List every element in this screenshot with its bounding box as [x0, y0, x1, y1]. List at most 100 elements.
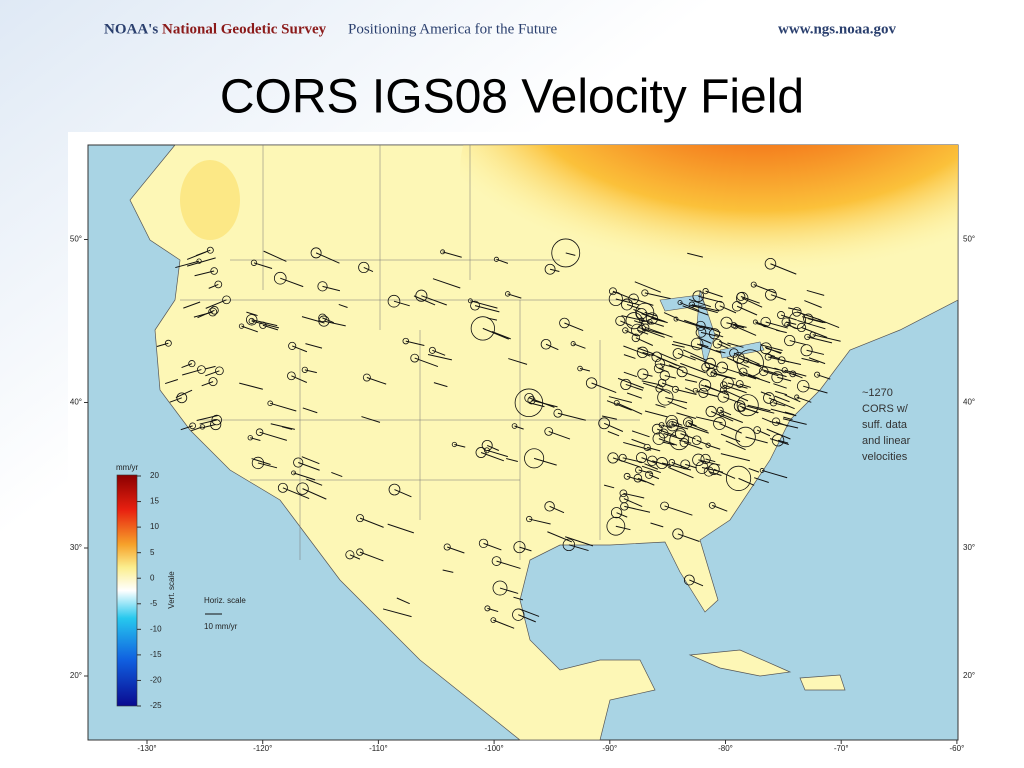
error-ellipse — [196, 258, 202, 264]
arrow — [205, 370, 220, 377]
arrow — [736, 305, 758, 316]
arrow — [529, 518, 551, 525]
arrow — [251, 458, 271, 465]
error-ellipse — [610, 507, 623, 519]
arrow — [720, 453, 750, 462]
error-ellipse — [636, 346, 649, 359]
arrow — [486, 449, 508, 458]
uplift-region — [180, 160, 240, 240]
arrow — [664, 375, 677, 379]
arrow — [761, 469, 788, 479]
arrow — [807, 336, 833, 344]
arrow — [259, 431, 287, 441]
annotation-line: ~1270 — [862, 387, 893, 399]
arrow — [564, 322, 584, 331]
arrow — [623, 441, 652, 451]
error-ellipse — [164, 339, 172, 347]
error-ellipse — [188, 360, 196, 368]
lat-tick-label: 50° — [963, 235, 975, 244]
error-ellipse — [440, 249, 446, 255]
error-ellipse — [526, 515, 533, 523]
error-ellipse — [731, 301, 743, 312]
arrow — [197, 309, 215, 319]
arrow — [715, 350, 726, 354]
colorbar-tick-label: -10 — [150, 624, 162, 633]
arrow — [631, 430, 650, 438]
arrow — [739, 383, 751, 388]
arrow — [387, 523, 414, 534]
arrow — [723, 389, 749, 402]
arrow — [701, 467, 724, 473]
arrow — [695, 416, 723, 424]
error-ellipse — [672, 348, 684, 359]
error-ellipse — [701, 362, 711, 372]
error-ellipse — [467, 298, 473, 304]
arrow — [784, 369, 807, 377]
error-ellipse — [732, 352, 745, 364]
arrow — [315, 252, 340, 264]
arrow — [625, 383, 644, 391]
lon-tick-label: -100° — [484, 744, 503, 753]
arrow — [513, 596, 524, 601]
error-ellipse — [246, 314, 258, 326]
error-ellipse — [621, 298, 633, 311]
arrow — [491, 331, 511, 340]
arrow — [689, 579, 704, 587]
arrow — [608, 396, 633, 403]
arrow — [754, 477, 769, 483]
arrow — [651, 353, 678, 366]
error-ellipse — [248, 317, 255, 325]
arrow — [761, 417, 772, 423]
arrow — [659, 388, 671, 394]
error-ellipse — [666, 418, 679, 432]
arrow — [681, 371, 709, 382]
arrow — [359, 551, 384, 562]
error-ellipse — [753, 426, 762, 434]
arrow — [727, 342, 744, 348]
arrow — [639, 327, 665, 335]
error-ellipse — [682, 417, 694, 428]
arrow — [359, 517, 384, 528]
error-ellipse — [410, 353, 420, 363]
arrow — [470, 300, 498, 309]
arrow — [565, 252, 576, 256]
error-ellipse — [814, 371, 821, 378]
error-ellipse — [288, 341, 297, 350]
arrow — [181, 363, 193, 369]
error-ellipse — [387, 294, 401, 308]
arrow — [665, 396, 688, 404]
error-ellipse — [570, 341, 576, 347]
arrow — [655, 404, 666, 408]
map: mm/yr Vert. scale Horiz. scale 10 mm/yr … — [68, 132, 975, 755]
arrow — [719, 423, 742, 434]
arrow — [528, 402, 545, 408]
error-ellipse — [544, 501, 555, 512]
error-ellipse — [524, 448, 545, 469]
arrow — [684, 379, 698, 383]
arrow — [514, 425, 524, 430]
arrow — [696, 343, 722, 354]
arrow — [812, 334, 841, 342]
arrow — [432, 349, 446, 356]
arrow — [782, 418, 807, 425]
horiz-scale-length: 10 mm/yr — [204, 622, 238, 631]
arrow — [780, 314, 797, 321]
arrow — [305, 343, 323, 349]
error-ellipse — [222, 295, 231, 305]
error-ellipse — [484, 605, 491, 612]
annotation-line: velocities — [862, 451, 908, 463]
error-ellipse — [692, 387, 699, 394]
arrow — [624, 505, 651, 513]
lat-tick-label: 20° — [70, 671, 82, 680]
arrow — [761, 369, 787, 378]
arrow — [817, 318, 840, 329]
error-ellipse — [645, 312, 659, 325]
lat-tick-label: 30° — [963, 543, 975, 552]
lat-tick-label: 40° — [963, 398, 975, 407]
arrow — [169, 397, 182, 403]
arrow — [801, 327, 828, 338]
error-ellipse — [504, 291, 511, 297]
error-ellipse — [765, 288, 777, 301]
arrow — [750, 362, 779, 371]
arrow — [251, 320, 280, 329]
